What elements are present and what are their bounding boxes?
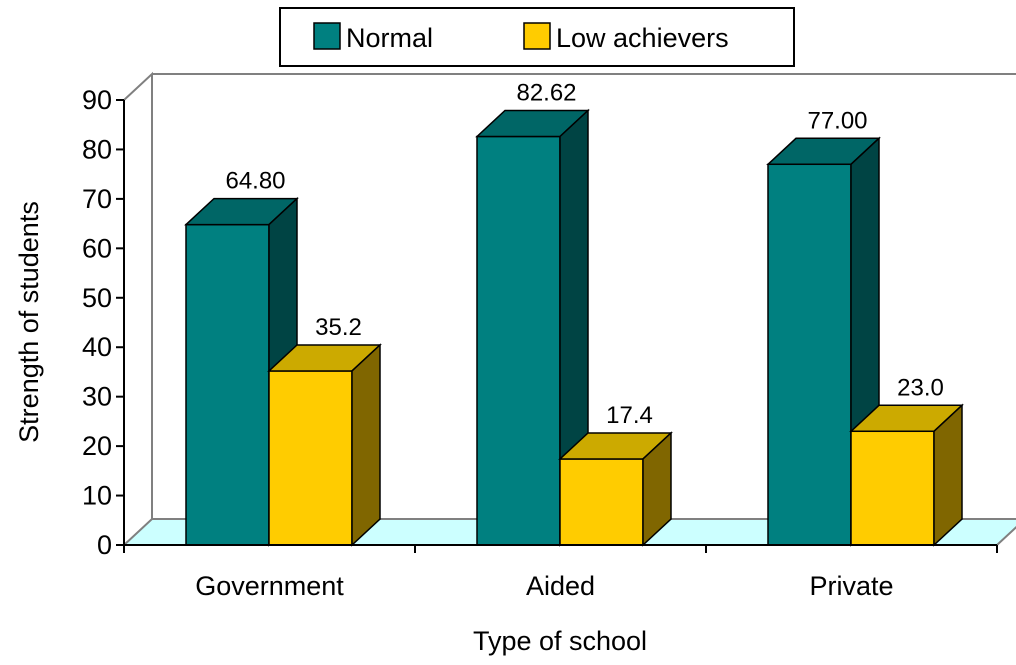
y-tick-label: 60 bbox=[82, 233, 112, 263]
legend: Normal Low achievers bbox=[279, 7, 795, 67]
x-tick-label: Private bbox=[809, 571, 893, 601]
bar-side-face bbox=[351, 343, 381, 547]
bar-front-face bbox=[476, 135, 561, 546]
axes: 0 10 20 30 40 50 60 70 80 90 Government Aided Privat… bbox=[82, 85, 998, 601]
y-axis-title: Strength of students bbox=[14, 201, 44, 443]
bar-front-face bbox=[185, 223, 270, 546]
data-labels: 64.80 35.2 82.62 17.4 77.00 23.0 bbox=[225, 79, 943, 428]
legend-swatch-low-achievers bbox=[523, 22, 551, 50]
data-label: 17.4 bbox=[606, 402, 653, 429]
bar bbox=[184, 196, 299, 547]
legend-label-low-achievers: Low achievers bbox=[556, 23, 729, 53]
x-tick-label: Government bbox=[195, 571, 344, 601]
y-tick-label: 20 bbox=[82, 431, 112, 461]
back-wall-outline bbox=[152, 73, 1016, 75]
y-tick-label: 50 bbox=[82, 283, 112, 313]
y-tick-label: 0 bbox=[97, 530, 112, 560]
bar-front-face bbox=[767, 163, 852, 546]
data-label: 35.2 bbox=[315, 314, 362, 341]
bar bbox=[475, 108, 590, 547]
bar bbox=[267, 343, 382, 547]
data-label: 23.0 bbox=[897, 374, 944, 401]
x-tick-label: Aided bbox=[526, 571, 595, 601]
bar-front-face bbox=[268, 370, 353, 546]
y-tick-label: 30 bbox=[82, 382, 112, 412]
bar-side-face bbox=[933, 403, 963, 547]
data-label: 64.80 bbox=[225, 168, 285, 195]
y-tick-label: 80 bbox=[82, 134, 112, 164]
bar-side-face bbox=[642, 431, 672, 547]
legend-label-normal: Normal bbox=[346, 23, 433, 53]
legend-swatch-normal bbox=[313, 22, 341, 50]
data-label: 82.62 bbox=[516, 79, 576, 106]
data-label: 77.00 bbox=[807, 107, 867, 134]
bar bbox=[558, 431, 673, 547]
bar-front-face bbox=[559, 458, 644, 546]
y-tick-label: 70 bbox=[82, 184, 112, 214]
x-axis-title: Type of school bbox=[473, 626, 647, 656]
bars bbox=[184, 108, 964, 547]
side-wall-outline bbox=[123, 71, 153, 545]
y-tick-label: 10 bbox=[82, 481, 112, 511]
y-tick-label: 90 bbox=[82, 85, 112, 115]
y-tick-label: 40 bbox=[82, 332, 112, 362]
bar bbox=[849, 403, 964, 547]
bar-front-face bbox=[850, 430, 935, 546]
